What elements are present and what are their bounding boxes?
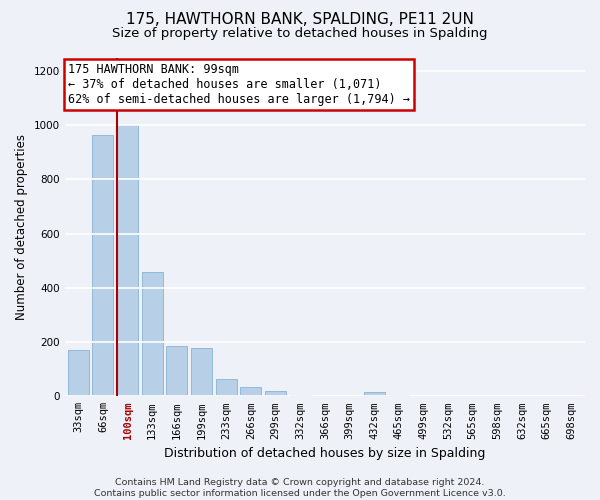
Bar bbox=[364, 392, 385, 396]
Bar bbox=[191, 348, 212, 397]
Y-axis label: Number of detached properties: Number of detached properties bbox=[15, 134, 28, 320]
Bar bbox=[92, 134, 113, 396]
Bar bbox=[216, 378, 236, 396]
Bar bbox=[241, 387, 262, 396]
Bar bbox=[142, 272, 163, 396]
Text: 175 HAWTHORN BANK: 99sqm
← 37% of detached houses are smaller (1,071)
62% of sem: 175 HAWTHORN BANK: 99sqm ← 37% of detach… bbox=[68, 63, 410, 106]
Bar bbox=[117, 126, 138, 396]
Text: 175, HAWTHORN BANK, SPALDING, PE11 2UN: 175, HAWTHORN BANK, SPALDING, PE11 2UN bbox=[126, 12, 474, 28]
Text: Size of property relative to detached houses in Spalding: Size of property relative to detached ho… bbox=[112, 28, 488, 40]
Text: Contains HM Land Registry data © Crown copyright and database right 2024.
Contai: Contains HM Land Registry data © Crown c… bbox=[94, 478, 506, 498]
X-axis label: Distribution of detached houses by size in Spalding: Distribution of detached houses by size … bbox=[164, 447, 485, 460]
Bar bbox=[290, 395, 311, 396]
Bar bbox=[265, 392, 286, 396]
Bar bbox=[166, 346, 187, 397]
Bar bbox=[388, 395, 409, 396]
Bar bbox=[68, 350, 89, 397]
